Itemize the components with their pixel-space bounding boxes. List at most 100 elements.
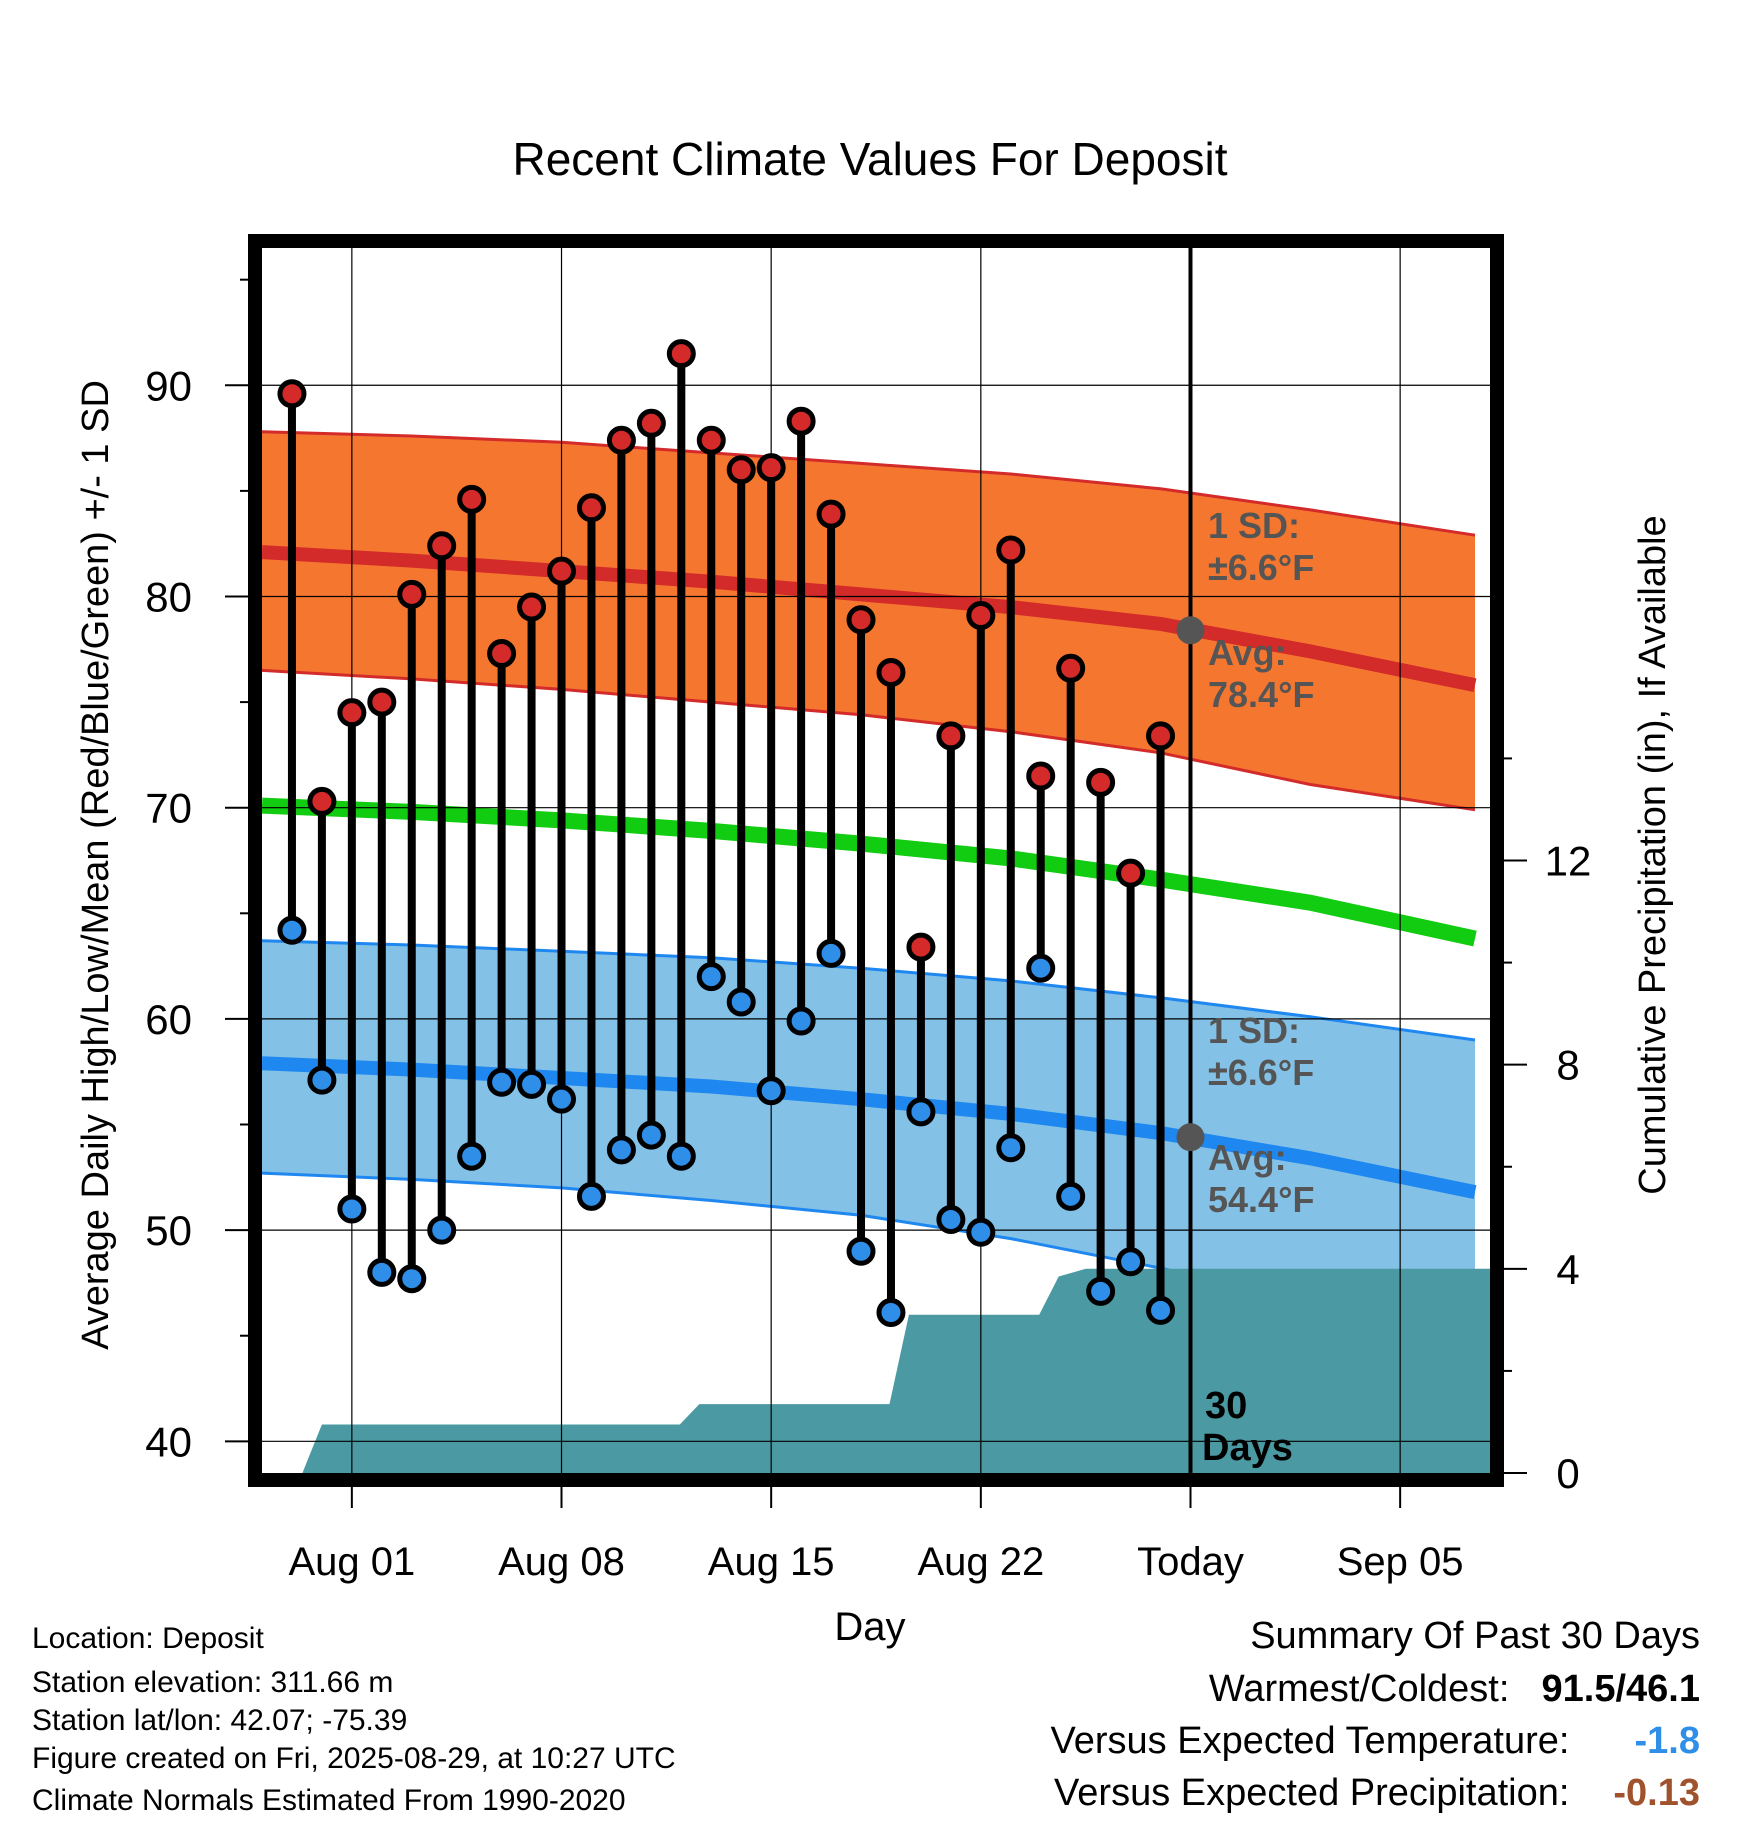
high-point [487,639,517,669]
high-point [367,687,397,717]
low-point [397,1264,427,1294]
summary-warm-cold-value: 91.5/46.1 [1541,1668,1700,1710]
low-point [696,962,726,992]
y2-tick-label: 4 [1556,1246,1579,1293]
high-point [1026,761,1056,791]
high-point [457,484,487,514]
low-point [906,1097,936,1127]
high-point [786,406,816,436]
high-sd-upper-edge [262,430,1476,537]
high-point [397,579,427,609]
low-point [1146,1295,1176,1325]
low-point [1026,953,1056,983]
high-point [1146,721,1176,751]
low-point [547,1084,577,1114]
low-point [307,1065,337,1095]
x-tick-label: Aug 08 [498,1540,625,1584]
high-point [876,658,906,688]
high-point [1056,653,1086,683]
high-point [726,455,756,485]
high-point [636,408,666,438]
summary-temp: Versus Expected Temperature: -1.8 [1051,1720,1700,1763]
x-axis-label: Day [834,1605,905,1649]
period-label-number: 30 [1205,1385,1247,1427]
y2-tick-label: 0 [1556,1450,1579,1497]
low-point [517,1069,547,1099]
y2-tick-label: 12 [1545,838,1592,885]
high-point [307,786,337,816]
low-point [876,1297,906,1327]
low-point [786,1006,816,1036]
low-point [606,1135,636,1165]
high-point [816,499,846,529]
low-point [666,1141,696,1171]
high-sd-label: 1 SD: [1208,505,1300,546]
low-point [427,1215,457,1245]
low-avg-value: 54.4°F [1208,1179,1314,1220]
high-avg-line [262,545,1477,693]
low-point [1056,1181,1086,1211]
high-point [606,425,636,455]
x-tick-label: Today [1137,1540,1244,1584]
period-label-days: Days [1202,1427,1293,1469]
low-point [636,1120,666,1150]
low-point [996,1133,1026,1163]
summary-title: Summary Of Past 30 Days [1250,1615,1700,1657]
y2-tick-label: 8 [1556,1042,1579,1089]
y-axis-label: Average Daily High/Low/Mean (Red/Blue/Gr… [75,380,117,1350]
low-point [457,1141,487,1171]
x-tick-label: Aug 15 [708,1540,835,1584]
low-sd-label: 1 SD: [1208,1010,1300,1051]
high-point [337,698,367,728]
high-point [696,425,726,455]
y2-axis-label: Cumulative Precipitation (in), If Availa… [1632,515,1674,1194]
low-point [487,1067,517,1097]
summary-precip-value: -0.13 [1613,1772,1700,1814]
low-point [337,1194,367,1224]
high-point [906,932,936,962]
low-point [966,1217,996,1247]
high-point [277,379,307,409]
summary-temp-label: Versus Expected Temperature: [1050,1720,1570,1762]
footer-normals: Climate Normals Estimated From 1990-2020 [32,1784,626,1817]
today-low-avg-marker [1176,1123,1205,1152]
high-point [427,531,457,561]
x-tick-label: Aug 22 [917,1540,1044,1584]
high-point [756,453,786,483]
high-point [936,721,966,751]
low-point [367,1257,397,1287]
low-point [277,915,307,945]
summary-temp-value: -1.8 [1634,1720,1700,1762]
footer-location: Location: Deposit [32,1622,264,1655]
x-tick-label: Sep 05 [1337,1540,1464,1584]
low-point [816,938,846,968]
high-point [517,592,547,622]
y-tick-label: 60 [145,996,192,1043]
high-point [576,493,606,523]
summary-precip: Versus Expected Precipitation: -0.13 [1054,1772,1700,1815]
low-point [1116,1247,1146,1277]
low-point [726,987,756,1017]
y-tick-label: 50 [145,1207,192,1254]
today-high-avg-marker [1176,616,1205,645]
high-point [666,339,696,369]
footer-elevation: Station elevation: 311.66 m [32,1666,394,1699]
chart-title: Recent Climate Values For Deposit [513,133,1228,185]
high-point [1116,858,1146,888]
low-point [936,1205,966,1235]
high-point [1086,767,1116,797]
low-point [1086,1276,1116,1306]
y-tick-label: 40 [145,1418,192,1465]
high-sd-value: ±6.6°F [1208,547,1314,588]
low-sd-value: ±6.6°F [1208,1052,1314,1093]
high-avg-label: Avg: [1208,632,1287,673]
y-tick-label: 70 [145,785,192,832]
low-point [576,1181,606,1211]
low-point [846,1236,876,1266]
high-point [996,535,1026,565]
y-tick-label: 90 [145,362,192,409]
summary-warm-cold-label: Warmest/Coldest: [1208,1668,1510,1710]
footer-latlon: Station lat/lon: 42.07; -75.39 [32,1704,408,1737]
precip-area [302,1268,1490,1473]
